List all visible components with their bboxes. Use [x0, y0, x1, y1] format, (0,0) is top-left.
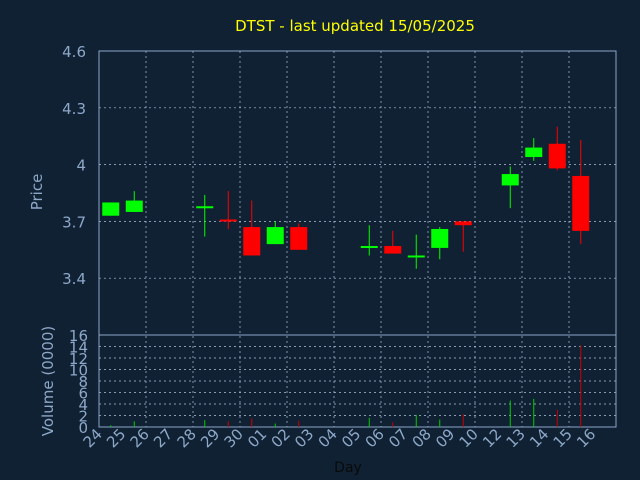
x-tick-label: 01: [244, 425, 270, 451]
x-tick-label: 03: [291, 425, 317, 451]
x-tick-label: 10: [456, 425, 482, 451]
volume-tick-label: 4: [78, 396, 88, 414]
candle-body: [196, 206, 214, 209]
x-tick-label: 02: [268, 425, 294, 451]
price-tick-label: 4.3: [62, 100, 86, 118]
volume-tick-label: 8: [78, 373, 88, 391]
price-tick-label: 3.4: [62, 270, 86, 288]
x-tick-label: 06: [362, 425, 388, 451]
chart-title: DTST - last updated 15/05/2025: [235, 17, 475, 35]
x-tick-label: 25: [103, 425, 129, 451]
candle-body: [548, 143, 566, 169]
price-tick-label: 4: [76, 157, 86, 175]
price-tick-label: 3.7: [62, 213, 86, 231]
x-tick-label: 30: [221, 425, 247, 451]
candle-body: [360, 246, 378, 249]
volume-axes-frame: [98, 334, 617, 428]
candle-body: [407, 255, 425, 258]
x-tick-label: 04: [315, 425, 341, 451]
candle-body: [243, 227, 261, 256]
candle-body: [525, 147, 543, 158]
x-tick-label: 05: [338, 425, 364, 451]
candle-body: [384, 246, 402, 254]
volume-tick-label: 2: [78, 408, 88, 426]
candle-body: [102, 202, 120, 216]
x-tick-label: 14: [526, 425, 552, 451]
x-tick-label: 07: [385, 425, 411, 451]
volume-tick-label: 12: [69, 350, 88, 368]
candle-body: [501, 174, 519, 186]
candle-body: [454, 221, 472, 226]
x-tick-label: 13: [503, 425, 529, 451]
volume-tick-label: 14: [69, 339, 88, 357]
candle-body: [125, 200, 143, 212]
x-tick-label: 26: [127, 425, 153, 451]
x-tick-label: 15: [550, 425, 576, 451]
candle-body: [290, 227, 308, 250]
x-tick-label: 29: [197, 425, 223, 451]
plot-layer: 4.64.343.73.4161412108642024252627282930…: [62, 43, 617, 451]
price-axis-label: Price: [28, 174, 46, 211]
x-tick-label: 08: [409, 425, 435, 451]
candle-body: [266, 227, 284, 245]
volume-tick-label: 10: [69, 362, 88, 380]
x-tick-label: 16: [573, 425, 599, 451]
candle-body: [431, 228, 449, 248]
volume-tick-label: 0: [78, 419, 88, 437]
x-tick-label: 09: [432, 425, 458, 451]
x-tick-label: 27: [150, 425, 176, 451]
x-tick-label: 28: [174, 425, 200, 451]
candle-body: [219, 219, 237, 222]
x-axis-label: Day: [334, 460, 362, 476]
candle-body: [572, 175, 590, 231]
price-tick-label: 4.6: [62, 43, 86, 61]
price-axes-frame: [98, 50, 617, 336]
volume-axis-label: Volume (0000): [39, 326, 57, 436]
volume-tick-label: 6: [78, 385, 88, 403]
volume-tick-label: 16: [69, 327, 88, 345]
x-tick-label: 12: [479, 425, 505, 451]
